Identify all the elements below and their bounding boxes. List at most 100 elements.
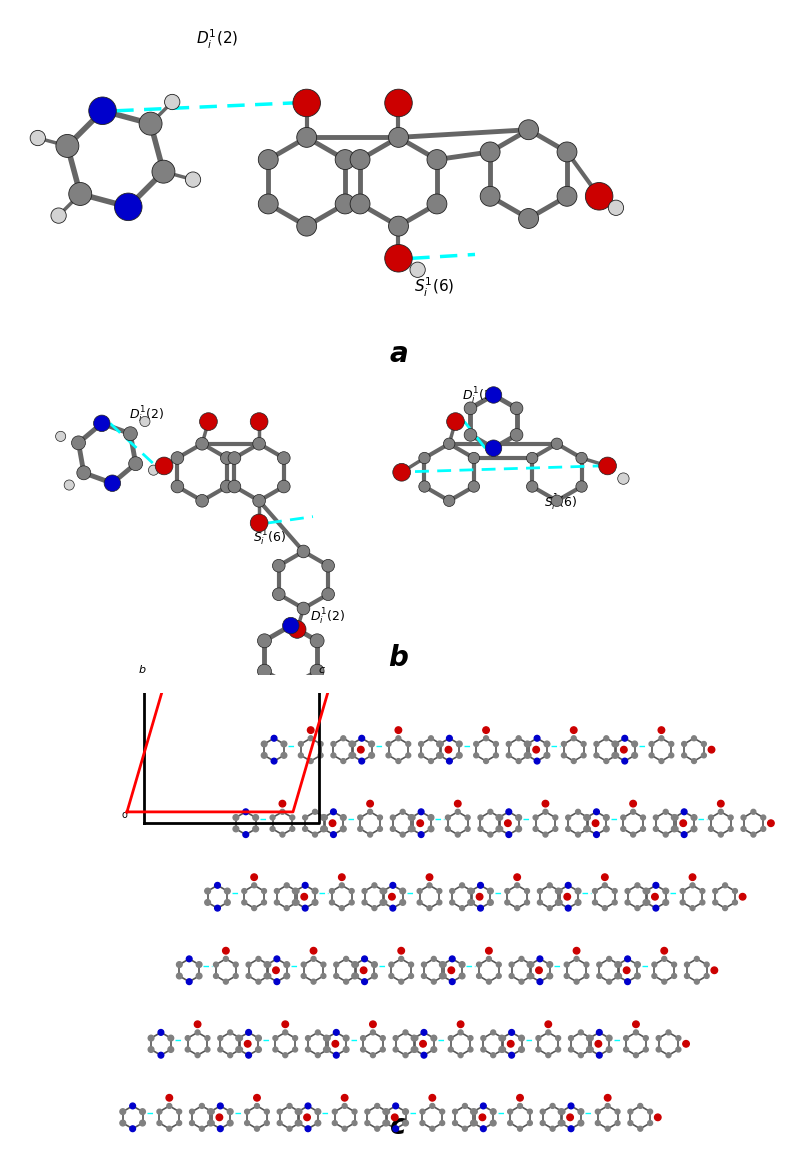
Circle shape: [635, 883, 640, 887]
Circle shape: [305, 1126, 311, 1132]
Circle shape: [186, 978, 192, 984]
Circle shape: [296, 216, 316, 236]
Circle shape: [431, 956, 436, 961]
Circle shape: [312, 832, 317, 837]
Circle shape: [694, 956, 699, 961]
Circle shape: [473, 753, 479, 758]
Circle shape: [214, 883, 220, 888]
Circle shape: [579, 1030, 583, 1035]
Circle shape: [652, 974, 657, 978]
Circle shape: [378, 826, 383, 831]
Circle shape: [277, 451, 290, 464]
Circle shape: [579, 1053, 583, 1058]
Circle shape: [680, 819, 686, 826]
Circle shape: [342, 1104, 347, 1108]
Circle shape: [243, 809, 249, 815]
Circle shape: [544, 753, 550, 759]
Circle shape: [360, 1047, 366, 1052]
Circle shape: [332, 1109, 337, 1114]
Circle shape: [429, 735, 434, 741]
Circle shape: [393, 1126, 398, 1132]
Circle shape: [659, 759, 664, 763]
Circle shape: [420, 1121, 425, 1126]
Circle shape: [491, 1030, 496, 1035]
Circle shape: [450, 956, 455, 962]
Circle shape: [446, 826, 450, 831]
Circle shape: [458, 1053, 463, 1058]
Circle shape: [296, 127, 316, 147]
Circle shape: [741, 815, 746, 819]
Circle shape: [497, 962, 501, 967]
Text: a: a: [389, 339, 408, 367]
Circle shape: [402, 1120, 408, 1126]
Circle shape: [612, 900, 617, 905]
Circle shape: [72, 436, 85, 450]
Circle shape: [622, 735, 627, 741]
Circle shape: [274, 956, 280, 962]
Circle shape: [148, 1046, 154, 1052]
Circle shape: [329, 888, 335, 893]
Circle shape: [349, 900, 354, 905]
Circle shape: [740, 893, 746, 900]
Circle shape: [692, 759, 697, 763]
Circle shape: [612, 888, 617, 893]
Circle shape: [622, 759, 627, 763]
Circle shape: [120, 1108, 126, 1114]
Circle shape: [484, 759, 489, 763]
Circle shape: [420, 1040, 426, 1047]
Circle shape: [462, 1126, 467, 1132]
Circle shape: [470, 1120, 477, 1126]
Circle shape: [645, 900, 650, 905]
Circle shape: [621, 826, 626, 831]
Circle shape: [316, 1053, 320, 1058]
Circle shape: [289, 621, 306, 638]
Circle shape: [614, 973, 621, 978]
Circle shape: [645, 888, 650, 893]
Circle shape: [277, 480, 290, 493]
Circle shape: [751, 809, 756, 815]
Circle shape: [362, 956, 367, 962]
Circle shape: [488, 900, 493, 905]
Circle shape: [576, 480, 587, 492]
Circle shape: [557, 186, 577, 206]
Circle shape: [427, 883, 432, 887]
Circle shape: [380, 900, 386, 905]
Circle shape: [261, 888, 266, 893]
Circle shape: [283, 1053, 288, 1058]
Circle shape: [395, 727, 402, 733]
Circle shape: [351, 962, 358, 968]
Circle shape: [254, 1104, 259, 1108]
Circle shape: [285, 883, 289, 887]
Circle shape: [519, 119, 539, 139]
Circle shape: [477, 883, 483, 888]
Circle shape: [442, 962, 446, 967]
Circle shape: [529, 974, 534, 978]
Circle shape: [574, 956, 579, 961]
Circle shape: [234, 962, 238, 967]
Circle shape: [468, 888, 473, 894]
Circle shape: [574, 980, 579, 984]
Circle shape: [280, 832, 285, 837]
Circle shape: [362, 900, 367, 905]
Circle shape: [284, 962, 289, 968]
Circle shape: [643, 900, 649, 905]
Circle shape: [352, 1121, 357, 1126]
Circle shape: [333, 1052, 340, 1058]
Circle shape: [257, 664, 272, 678]
Circle shape: [527, 480, 538, 492]
Circle shape: [575, 832, 580, 837]
Circle shape: [292, 1036, 297, 1040]
Circle shape: [196, 973, 202, 978]
Circle shape: [152, 160, 175, 184]
Circle shape: [649, 741, 654, 747]
Circle shape: [455, 809, 460, 815]
Circle shape: [167, 1104, 171, 1108]
Circle shape: [705, 962, 709, 967]
Circle shape: [517, 1104, 523, 1108]
Circle shape: [501, 1036, 505, 1040]
Circle shape: [595, 1109, 600, 1114]
Circle shape: [245, 1109, 249, 1114]
Circle shape: [334, 974, 339, 978]
Circle shape: [470, 1108, 477, 1114]
Circle shape: [352, 1109, 357, 1114]
